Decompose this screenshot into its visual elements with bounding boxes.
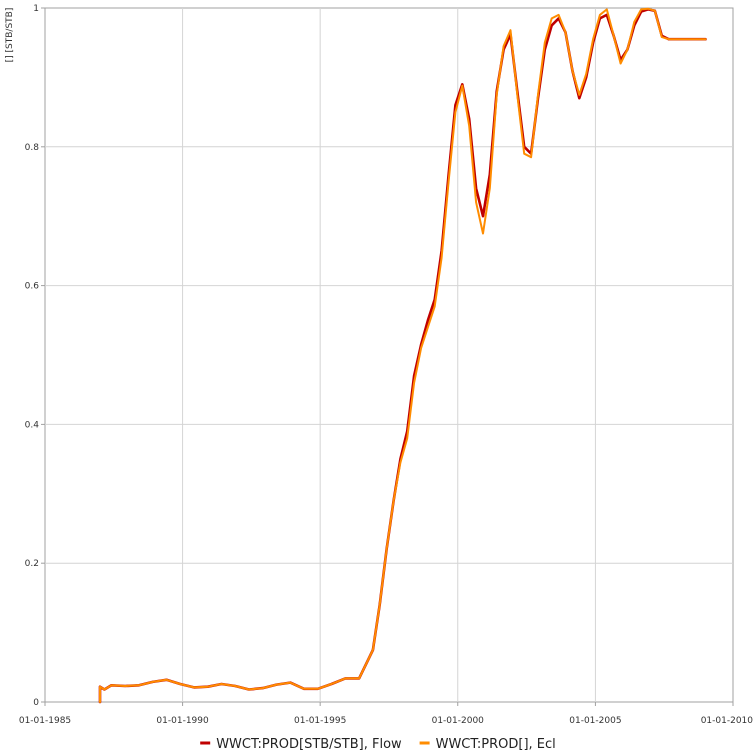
legend-item-ecl[interactable]: WWCT:PROD[], Ecl bbox=[419, 737, 556, 752]
x-tick-label: 01-01-1985 bbox=[19, 716, 71, 726]
y-tick-labels: 0 0.2 0.4 0.6 0.8 1 bbox=[25, 4, 40, 708]
legend-item-flow[interactable]: WWCT:PROD[STB/STB], Flow bbox=[200, 737, 402, 752]
y-tick-label: 0.4 bbox=[25, 420, 40, 430]
legend-label: WWCT:PROD[STB/STB], Flow bbox=[216, 737, 402, 752]
series-layer bbox=[98, 7, 707, 704]
legend[interactable]: WWCT:PROD[STB/STB], Flow WWCT:PROD[], Ecl bbox=[200, 737, 556, 752]
plot-area bbox=[44, 7, 734, 703]
y-axis-label: [] [STB/STB] bbox=[5, 8, 15, 63]
x-tick-label: 01-01-2005 bbox=[569, 716, 621, 726]
series-line-ecl bbox=[99, 7, 707, 703]
grid-lines bbox=[41, 7, 734, 706]
legend-label: WWCT:PROD[], Ecl bbox=[436, 737, 556, 752]
x-tick-label: 01-01-1990 bbox=[156, 716, 209, 726]
x-tick-labels: 01-01-1985 01-01-1990 01-01-1995 01-01-2000… bbox=[19, 716, 753, 726]
y-tick-label: 0.6 bbox=[25, 282, 40, 292]
y-tick-label: 1 bbox=[33, 4, 39, 14]
y-tick-label: 0.2 bbox=[25, 559, 39, 569]
x-tick-label: 01-01-2000 bbox=[432, 716, 485, 726]
y-tick-label: 0.8 bbox=[25, 143, 40, 153]
y-tick-label: 0 bbox=[33, 698, 39, 708]
x-tick-label: 01-01-1995 bbox=[294, 716, 346, 726]
x-tick-label: 01-01-2010 bbox=[701, 716, 754, 726]
